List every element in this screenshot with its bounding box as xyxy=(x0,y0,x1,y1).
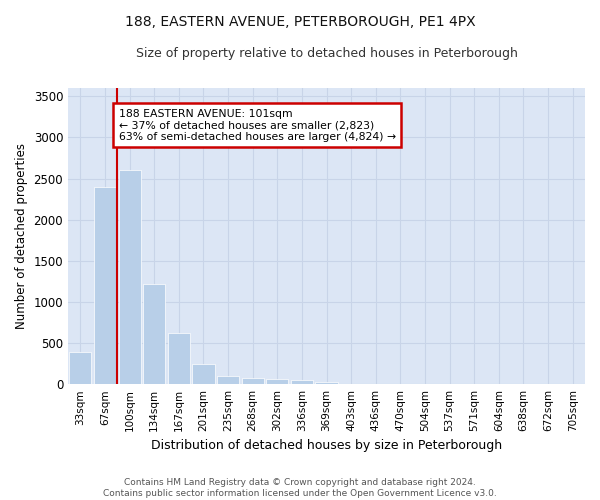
Bar xyxy=(291,380,313,384)
Text: Contains HM Land Registry data © Crown copyright and database right 2024.
Contai: Contains HM Land Registry data © Crown c… xyxy=(103,478,497,498)
Text: 188 EASTERN AVENUE: 101sqm
← 37% of detached houses are smaller (2,823)
63% of s: 188 EASTERN AVENUE: 101sqm ← 37% of deta… xyxy=(119,108,395,142)
Y-axis label: Number of detached properties: Number of detached properties xyxy=(15,143,28,329)
Bar xyxy=(69,352,91,384)
Text: 188, EASTERN AVENUE, PETERBOROUGH, PE1 4PX: 188, EASTERN AVENUE, PETERBOROUGH, PE1 4… xyxy=(125,15,475,29)
Bar xyxy=(94,187,116,384)
Bar xyxy=(143,284,165,384)
Title: Size of property relative to detached houses in Peterborough: Size of property relative to detached ho… xyxy=(136,48,517,60)
Bar xyxy=(242,378,264,384)
Bar xyxy=(193,364,215,384)
Bar xyxy=(316,382,338,384)
Bar xyxy=(217,376,239,384)
Bar xyxy=(119,170,140,384)
Bar xyxy=(266,379,289,384)
X-axis label: Distribution of detached houses by size in Peterborough: Distribution of detached houses by size … xyxy=(151,440,502,452)
Bar xyxy=(168,333,190,384)
